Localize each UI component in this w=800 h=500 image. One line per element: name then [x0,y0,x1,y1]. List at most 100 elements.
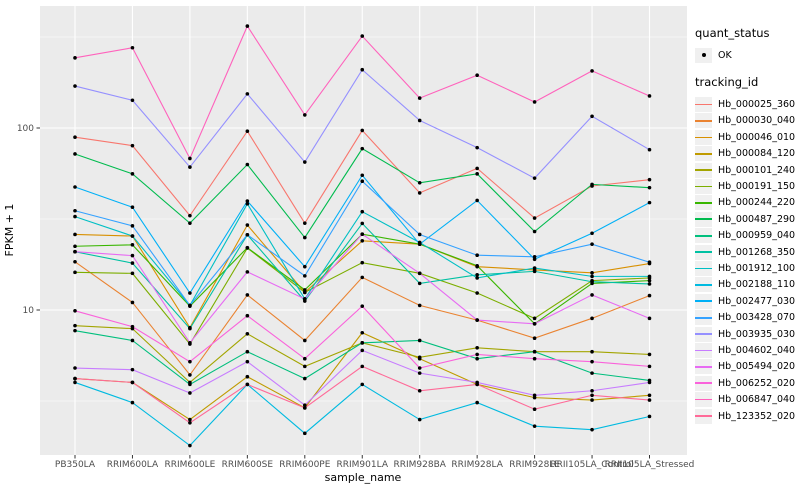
legend-line-icon [695,284,712,286]
data-point [188,421,192,425]
data-point [188,359,192,364]
data-point [590,242,594,246]
data-point [73,232,77,237]
data-point [647,177,652,182]
data-point [245,232,250,237]
data-point [532,100,537,104]
data-point [130,243,135,247]
data-point [532,393,537,398]
legend-item-label: Hb_005494_020 [718,361,796,373]
data-point [245,382,250,387]
legend-key [695,97,712,113]
data-point [188,156,192,161]
legend-line-icon [695,202,712,204]
legend-line-icon [695,349,712,352]
data-point [475,356,479,361]
legend-key [695,228,712,244]
data-point [303,288,307,292]
data-point [130,143,135,148]
legend-item-label: Hb_000025_360 [718,99,796,111]
legend-key [695,146,712,162]
legend-item-Hb_000025_360: Hb_000025_360 [695,96,799,113]
data-point [73,376,77,381]
legend-line-icon [695,365,712,368]
data-point [647,260,652,265]
legend-item-Hb_006252_020: Hb_006252_020 [695,375,799,391]
legend: quant_status OK tracking_id Hb_000025_36… [695,26,799,424]
data-point [303,403,307,407]
data-point [73,56,77,60]
legend-key [695,244,712,260]
data-point [130,205,135,210]
legend-key [695,359,712,375]
data-point [532,216,537,220]
data-point [532,349,537,354]
legend-item-label: Hb_001268_350 [718,246,796,258]
legend-line-icon [695,169,712,171]
data-point [475,291,479,295]
legend-key [695,392,712,408]
data-point [73,208,77,213]
legend-item-Hb_000046_010: Hb_000046_010 [695,129,799,145]
data-point [188,417,192,422]
data-point [303,297,307,301]
data-point [417,303,422,308]
data-point [475,263,479,268]
data-point [647,147,652,152]
data-point [303,406,307,410]
data-point [73,84,77,88]
data-point [360,34,365,38]
legend-key [695,326,712,342]
data-point [590,182,594,187]
data-point [188,373,192,377]
data-point [130,300,135,305]
x-tick-label: RRIM928LA [451,460,503,470]
data-point [303,274,307,278]
data-point [130,400,135,405]
data-point [130,324,135,329]
legend-item-label: Hb_002188_110 [718,279,796,291]
legend-item-label: Hb_003428_070 [718,312,796,324]
data-point [73,260,77,264]
data-point [188,382,192,387]
x-tick-label: RRII105LA_Stressed [605,460,695,470]
data-point [130,98,135,103]
data-point [590,388,594,393]
data-point [245,359,250,364]
data-point [73,244,77,249]
data-point [647,282,652,286]
legend-item-Hb_123352_020: Hb_123352_020 [695,408,799,424]
tracking-id-entries: Hb_000025_360 Hb_000030_040 Hb_000046_010 H… [695,96,799,424]
data-point [360,173,365,178]
data-point [417,388,422,393]
legend-title-quant-status: quant_status [695,26,770,40]
legend-key [695,310,712,326]
data-point [360,232,365,236]
line-chart: 100 10 PB350LA RRIM600LA RRIM600LE RRIM600SE R… [3,6,695,484]
data-point [245,162,250,167]
legend-key [695,408,712,424]
legend-key [695,129,712,145]
data-point [590,349,594,354]
legend-line-icon [695,333,712,335]
data-point [188,341,192,345]
data-point [590,316,594,321]
legend-line-icon [695,218,712,221]
data-point [417,355,422,360]
data-point [647,414,652,419]
data-point [475,382,479,387]
data-point [360,382,365,387]
data-point [475,172,479,176]
legend-item-ok: OK [695,47,799,63]
data-point [360,209,365,214]
data-point [245,245,250,250]
data-point [532,269,537,274]
legend-item-Hb_003428_070: Hb_003428_070 [695,309,799,326]
legend-line-icon [695,382,712,385]
data-point [532,316,537,321]
x-tick-label: RRIM600LE [164,460,215,470]
data-point [417,232,422,237]
data-point [245,270,250,274]
data-point [360,348,365,353]
legend-item-Hb_000101_240: Hb_000101_240 [695,162,799,178]
